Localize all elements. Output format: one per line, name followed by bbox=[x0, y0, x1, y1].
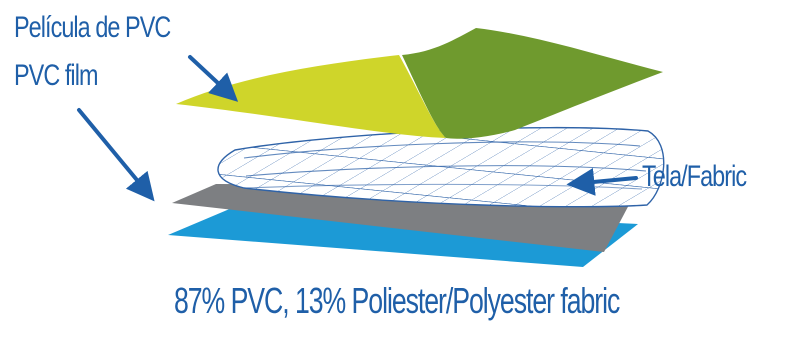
fabric-arrow bbox=[566, 167, 638, 196]
pvc-film-english-label: PVC film bbox=[14, 59, 98, 92]
pvc-film-spanish-label: Película de PVC bbox=[14, 11, 171, 44]
pvc-film-green-layer bbox=[402, 28, 663, 139]
material-composition-caption: 87% PVC, 13% Poliester/Polyester fabric bbox=[174, 280, 620, 321]
pvc-film-es-arrow bbox=[188, 55, 239, 102]
pvc-film-yellow-layer bbox=[176, 55, 446, 138]
fabric-label: Tela/Fabric bbox=[642, 160, 747, 193]
pvc-film-en-arrow bbox=[77, 108, 155, 202]
